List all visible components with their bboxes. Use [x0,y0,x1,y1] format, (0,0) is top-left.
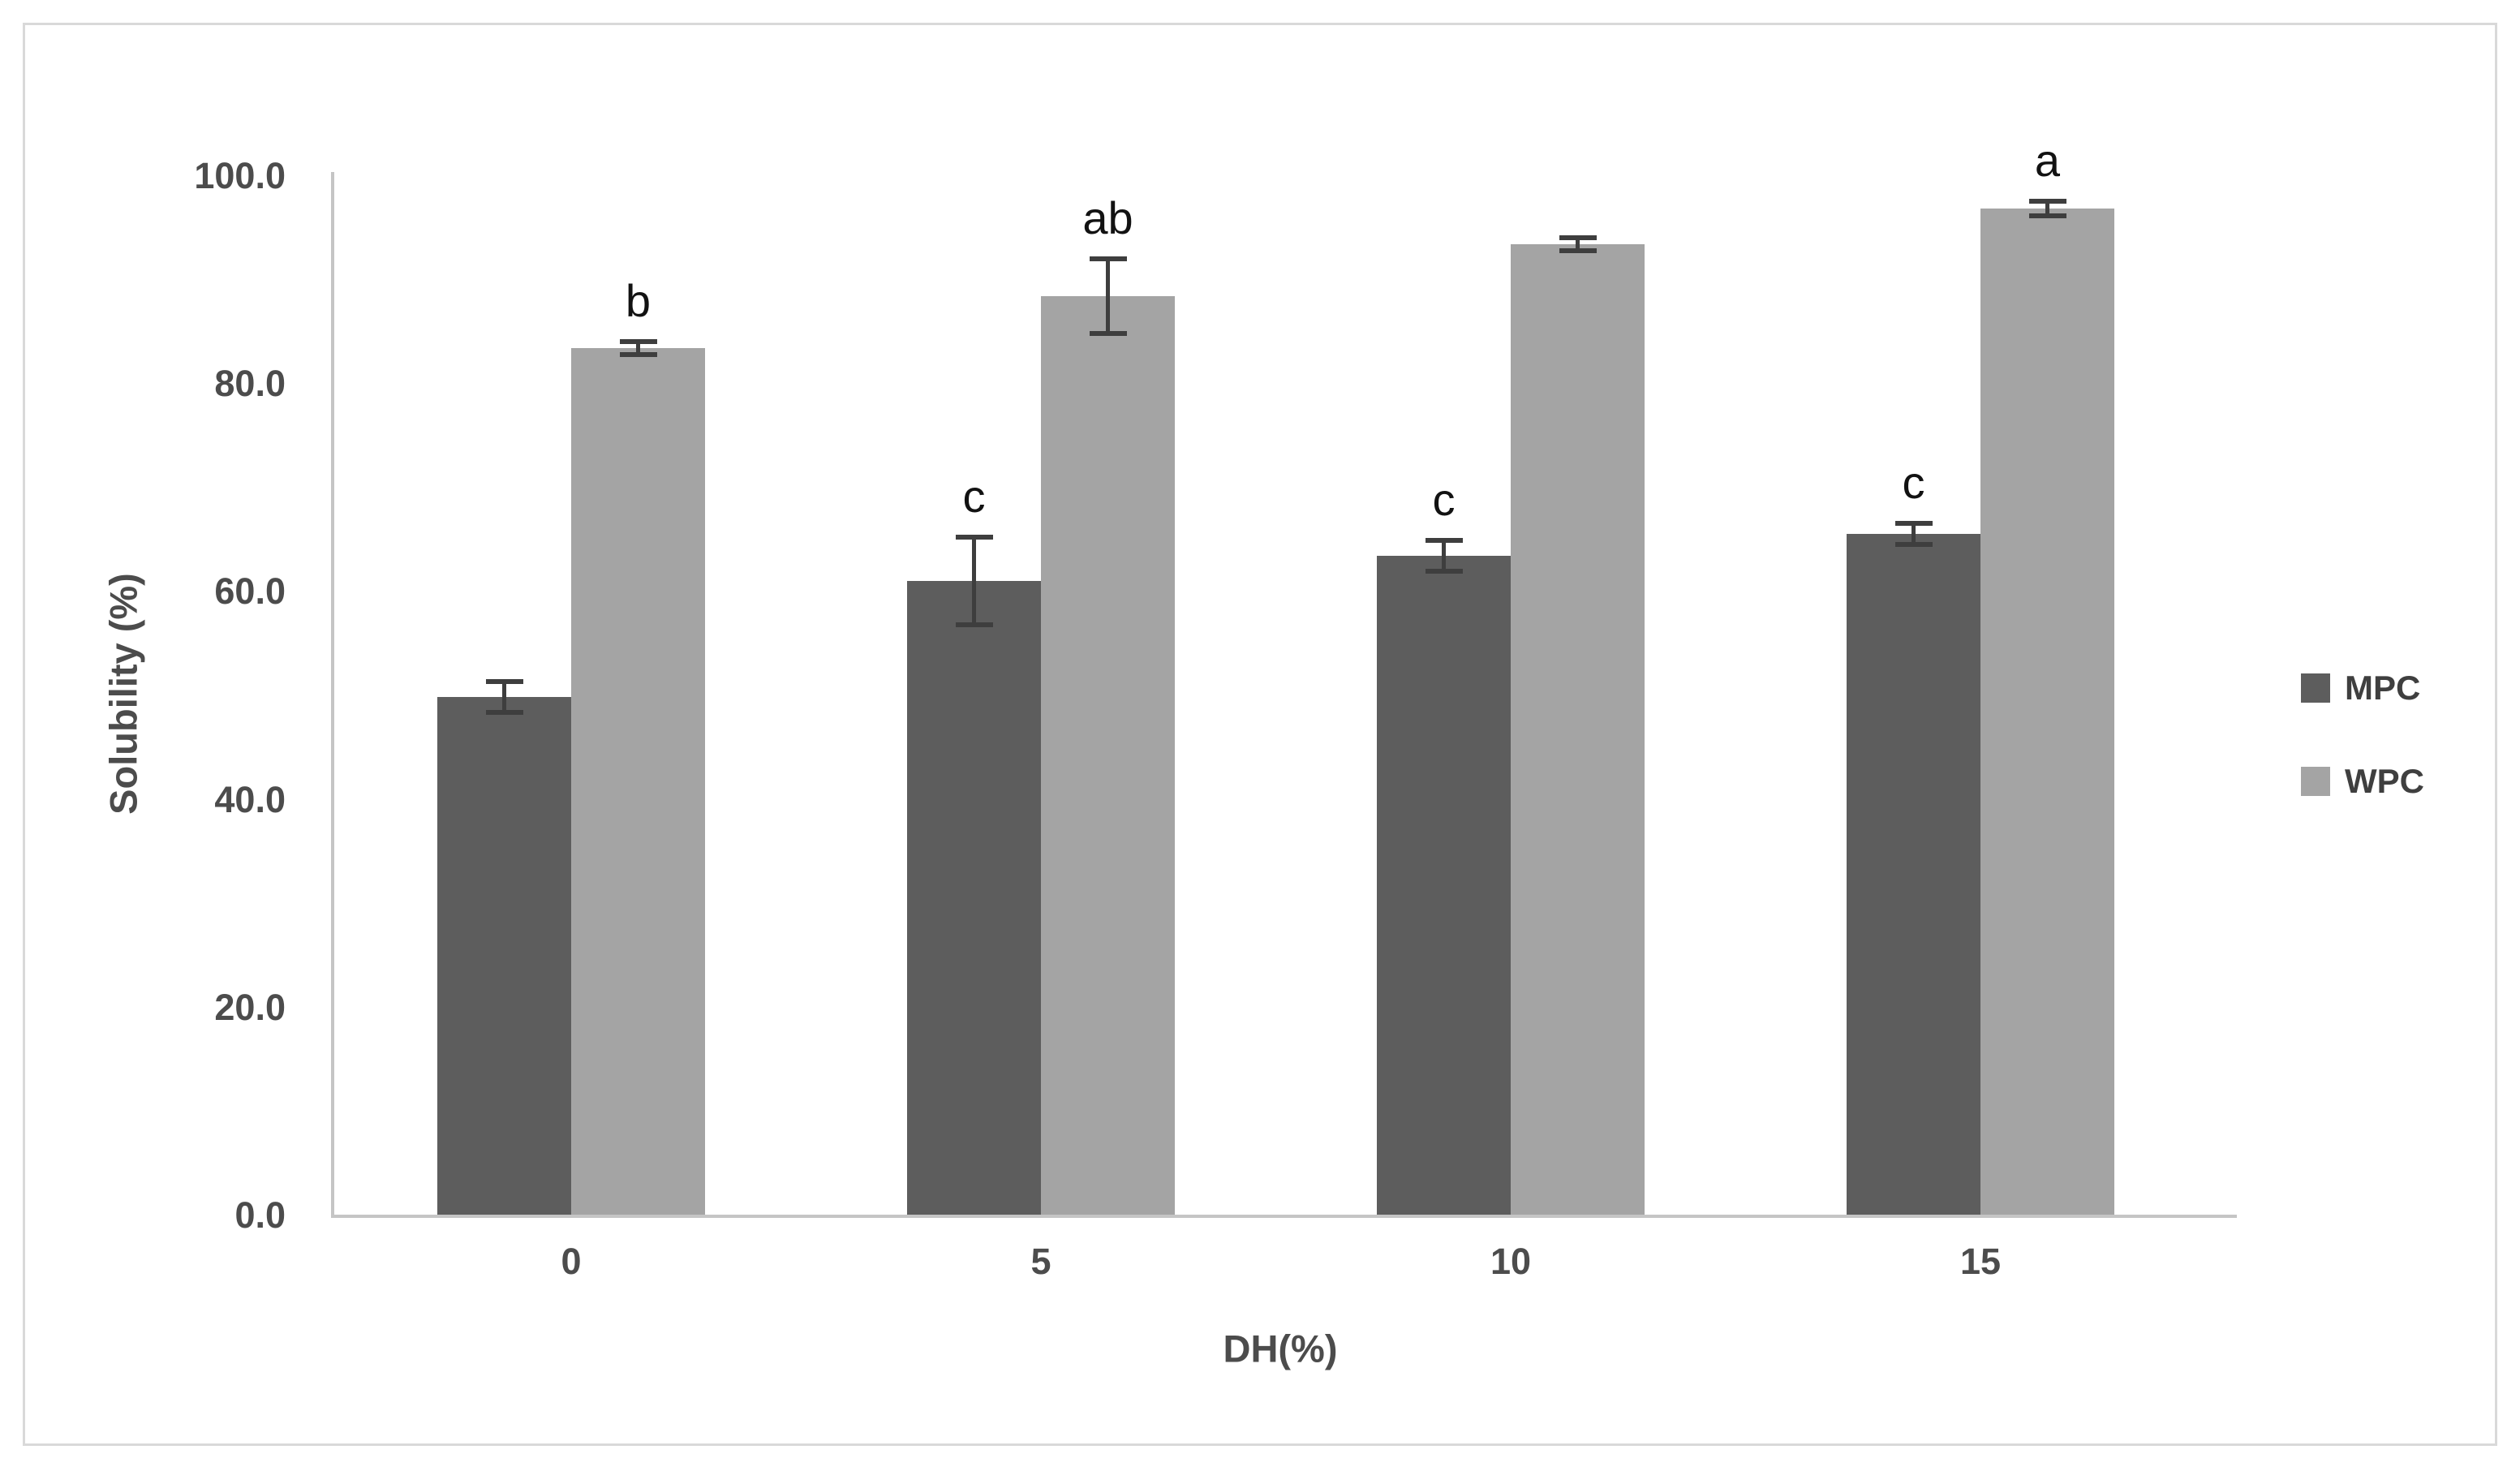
bar-wpc-15 [1980,209,2114,1215]
error-bar-whisker [2045,201,2049,216]
y-tick-label: 100.0 [194,155,286,196]
significance-letter: b [625,275,652,327]
error-bar-cap-bottom [955,622,993,627]
y-tick-label: 40.0 [214,778,286,820]
error-bar-whisker [636,342,640,355]
significance-letter: ab [1082,191,1133,243]
error-bar-cap-top [485,678,523,684]
y-tick-label: 20.0 [214,986,286,1028]
error-bar-whisker [1912,523,1916,544]
error-bar-cap-top [2028,199,2066,204]
y-tick-label: 60.0 [214,570,286,613]
error-bar-cap-top [1089,256,1127,261]
legend-label: MPC [2345,669,2421,707]
error-bar-whisker [1576,238,1580,251]
error-bar-cap-top [619,339,657,345]
error-bar-cap-bottom [1089,331,1127,337]
y-tick-label: 0.0 [234,1194,286,1236]
error-bar-whisker [972,537,976,625]
error-bar-cap-top [1894,521,1933,527]
x-tick-label: 15 [1959,1241,2002,1282]
bar-wpc-0 [571,348,705,1215]
error-bar-cap-top [1425,537,1463,543]
legend-label: WPC [2345,762,2424,800]
bar-mpc-0 [437,697,571,1215]
error-bar-cap-bottom [1894,541,1933,547]
significance-letter: c [1902,457,1925,509]
error-bar-cap-bottom [2028,213,2066,218]
significance-letter: a [2034,135,2061,187]
error-bar-cap-bottom [619,351,657,357]
error-bar-cap-bottom [485,710,523,716]
bar-mpc-10 [1377,556,1511,1215]
x-tick-label: 0 [561,1241,582,1282]
error-bar-cap-top [1559,235,1597,241]
x-axis-line [331,1215,2237,1218]
legend-swatch-wpc [2301,767,2330,796]
legend-item-mpc: MPC [2301,669,2479,707]
x-tick-label: 5 [1030,1241,1051,1282]
error-bar-cap-bottom [1425,569,1463,574]
x-tick-label: 10 [1490,1241,1532,1282]
bar-wpc-10 [1511,244,1645,1215]
y-tick-label: 80.0 [214,363,286,405]
bar-wpc-5 [1041,296,1175,1215]
significance-letter: c [962,471,986,523]
bar-mpc-15 [1847,534,1980,1215]
legend-swatch-mpc [2301,673,2330,703]
error-bar-cap-top [955,535,993,540]
x-axis-title: DH(%) [1223,1327,1338,1370]
bar-mpc-5 [907,581,1041,1215]
error-bar-whisker [502,681,506,713]
legend-item-wpc: WPC [2301,762,2479,800]
y-axis-line [331,172,334,1218]
error-bar-whisker [1442,540,1446,572]
error-bar-cap-bottom [1559,247,1597,253]
y-axis-title: Solubility (%) [101,573,145,815]
significance-letter: c [1432,473,1456,525]
error-bar-whisker [1106,258,1110,334]
